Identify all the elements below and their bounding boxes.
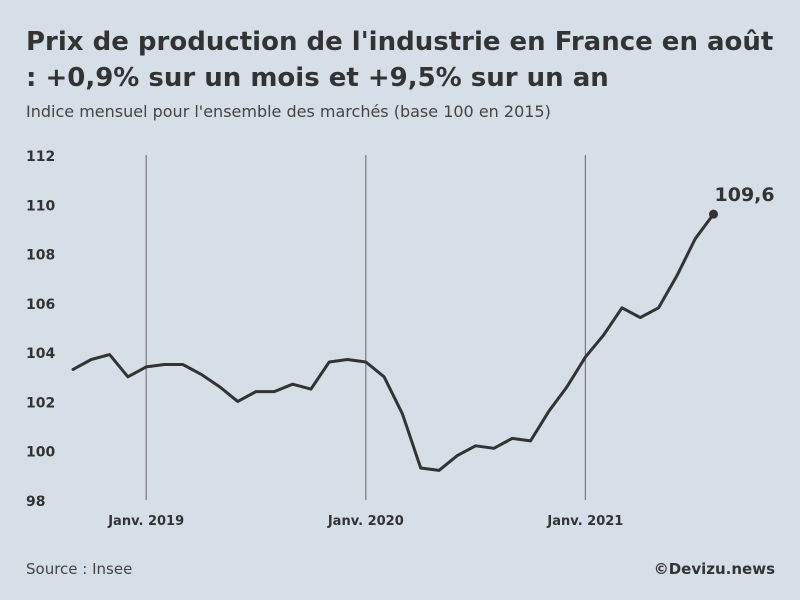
y-tick-label: 106 [26, 297, 55, 313]
y-tick-label: 108 [26, 248, 55, 264]
chart-subtitle: Indice mensuel pour l'ensemble des march… [26, 102, 551, 121]
y-tick-label: 104 [26, 346, 55, 362]
y-tick-label: 110 [26, 198, 55, 214]
end-value-label: 109,6 [715, 184, 775, 206]
x-tick-label: Janv. 2021 [546, 514, 623, 529]
y-axis-tick-labels: 98 100 102 104 106 108 110 112 [26, 149, 55, 510]
series-line [71, 212, 715, 472]
y-tick-label: 102 [26, 395, 55, 411]
y-tick-label: 100 [26, 445, 55, 461]
chart-title: Prix de production de l'industrie en Fra… [26, 27, 774, 93]
end-marker-group: 109,6 [709, 184, 775, 219]
series-line-group [71, 212, 715, 472]
vertical-gridlines [145, 155, 587, 500]
x-tick-label: Janv. 2020 [327, 514, 404, 529]
end-point-marker [709, 209, 718, 219]
credit-logo: ©Devizu.news [653, 560, 775, 578]
x-axis-tick-labels: Janv. 2019 Janv. 2020 Janv. 2021 [107, 514, 623, 529]
source-note: Source : Insee [26, 560, 133, 578]
y-tick-label: 98 [26, 494, 45, 510]
y-tick-label: 112 [26, 149, 55, 165]
x-tick-label: Janv. 2019 [107, 514, 184, 529]
